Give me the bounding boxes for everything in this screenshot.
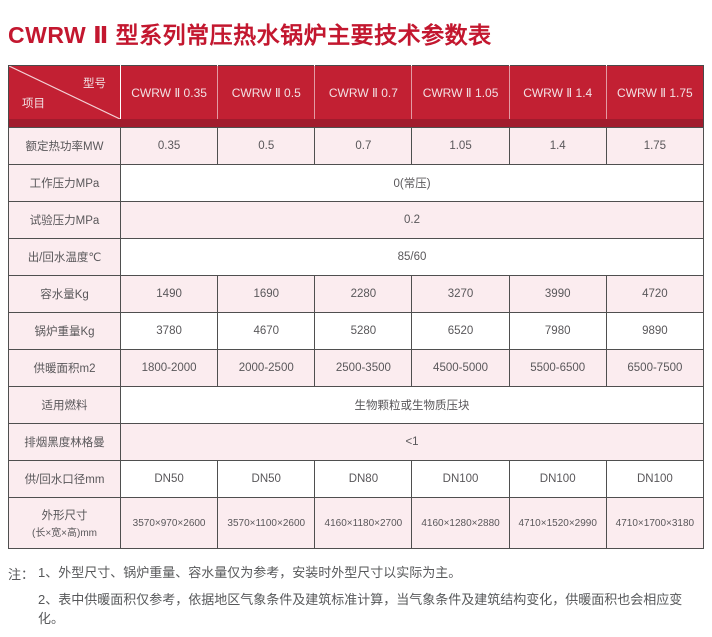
table-row: 工作压力MPa 0(常压) [8,164,704,202]
table-row: 供暖面积m2 1800-2000 2000-2500 2500-3500 4500-50… [8,349,705,387]
note-line: 1、外型尺寸、锅炉重量、容水量仅为参考，安装时外型尺寸以实际为主。 [38,565,462,580]
note-line: 2、表中供暖面积仅参考，依据地区气象条件及建筑标准计算，当气象条件及建筑结构变化… [38,591,683,626]
value-cell: 4500-5000 [411,349,510,387]
value-cell: 7980 [508,312,607,350]
value-cell: 2280 [314,275,413,313]
spec-table: 型号 项目 CWRW Ⅱ 0.35 CWRW Ⅱ 0.5 CWRW Ⅱ 0.7 CWR… [8,65,705,549]
table-row: 外形尺寸 (长×宽×高)mm 3570×970×2600 3570×1100×2600… [8,497,705,549]
span-value-cell: 生物颗粒或生物质压块 [120,386,704,424]
row-label-cell: 供/回水口径mm [8,460,121,498]
value-cell: 1.4 [508,127,607,165]
row-label-cell: 适用燃料 [8,386,121,424]
model-header-cell: CWRW Ⅱ 1.75 [605,65,704,119]
value-cell: 1490 [119,275,219,313]
value-cell: 6500-7500 [605,349,705,387]
row-label-cell: 锅炉重量Kg [8,312,121,350]
model-header-cell: CWRW Ⅱ 0.35 [119,65,218,119]
value-cell: 1800-2000 [119,349,219,387]
row-label-cell: 额定热功率MW [8,127,121,165]
value-cell: DN100 [605,460,705,498]
span-value-cell: 0.2 [120,201,704,239]
notes: 注： 1、外型尺寸、锅炉重量、容水量仅为参考，安装时外型尺寸以实际为主。 2、表中… [8,564,704,637]
model-header-cell: CWRW Ⅱ 1.4 [508,65,607,119]
value-cell: 6520 [411,312,510,350]
value-cell: 1.05 [411,127,510,165]
value-cell: 4720 [605,275,705,313]
table-row: 供/回水口径mm DN50 DN50 DN80 DN100 DN100 DN100 [8,460,705,498]
row-label-cell: 排烟黑度林格曼 [8,423,121,461]
table-row: 额定热功率MW 0.35 0.5 0.7 1.05 1.4 1.75 [8,127,705,165]
value-cell: DN50 [217,460,316,498]
value-cell: DN100 [411,460,510,498]
value-cell: DN80 [314,460,413,498]
value-cell: 3780 [119,312,219,350]
value-cell: 4160×1180×2700 [314,497,413,549]
row-label-cell: 出/回水温度℃ [8,238,121,276]
value-cell: 3570×1100×2600 [217,497,316,549]
value-cell: 2000-2500 [217,349,316,387]
notes-items: 1、外型尺寸、锅炉重量、容水量仅为参考，安装时外型尺寸以实际为主。 2、表中供暖面… [38,564,704,637]
span-value-cell: 85/60 [120,238,704,276]
model-header-cell: CWRW Ⅱ 0.7 [314,65,412,119]
table-row: 排烟黑度林格曼 <1 [8,423,704,461]
model-header-cell: CWRW Ⅱ 1.05 [411,65,510,119]
corner-cell: 型号 项目 [8,65,121,119]
row-label-cell: 外形尺寸 (长×宽×高)mm [8,497,121,549]
header-strip [8,119,704,128]
table-header: 型号 项目 CWRW Ⅱ 0.35 CWRW Ⅱ 0.5 CWRW Ⅱ 0.7 CWR… [8,65,704,128]
row-label-cell: 供暖面积m2 [8,349,121,387]
span-value-cell: 0(常压) [120,164,704,202]
corner-label-model: 型号 [83,78,106,90]
value-cell: DN100 [508,460,607,498]
value-cell: 0.7 [314,127,413,165]
value-cell: DN50 [119,460,219,498]
value-cell: 4710×1520×2990 [508,497,607,549]
row-label-line2: (长×宽×高)mm [32,528,97,539]
corner-label-item: 项目 [22,98,45,110]
model-header-cell: CWRW Ⅱ 0.5 [217,65,315,119]
value-cell: 3270 [411,275,510,313]
table-row: 容水量Kg 1490 1690 2280 3270 3990 4720 [8,275,705,313]
table-row: 锅炉重量Kg 3780 4670 5280 6520 7980 9890 [8,312,705,350]
value-cell: 4160×1280×2880 [411,497,510,549]
value-cell: 2500-3500 [314,349,413,387]
value-cell: 4710×1700×3180 [605,497,705,549]
table-row: 试验压力MPa 0.2 [8,201,704,239]
value-cell: 3990 [508,275,607,313]
value-cell: 4670 [217,312,316,350]
row-label-cell: 工作压力MPa [8,164,121,202]
table-body: 额定热功率MW 0.35 0.5 0.7 1.05 1.4 1.75 工作压力MPa 0(常压)… [8,127,705,549]
page-title: CWRW Ⅱ 型系列常压热水锅炉主要技术参数表 [8,22,492,48]
diagonal-line [9,66,120,119]
table-header-row: 型号 项目 CWRW Ⅱ 0.35 CWRW Ⅱ 0.5 CWRW Ⅱ 0.7 CWR… [8,65,704,119]
value-cell: 5280 [314,312,413,350]
value-cell: 1.75 [605,127,705,165]
table-row: 适用燃料 生物颗粒或生物质压块 [8,386,704,424]
span-value-cell: <1 [120,423,704,461]
notes-prefix: 注： [8,567,35,582]
value-cell: 9890 [605,312,705,350]
row-label-cell: 试验压力MPa [8,201,121,239]
value-cell: 3570×970×2600 [119,497,219,549]
value-cell: 0.5 [217,127,316,165]
table-row: 出/回水温度℃ 85/60 [8,238,704,276]
value-cell: 5500-6500 [508,349,607,387]
value-cell: 0.35 [119,127,219,165]
value-cell: 1690 [217,275,316,313]
row-label-line1: 外形尺寸 [41,510,88,522]
row-label-cell: 容水量Kg [8,275,121,313]
